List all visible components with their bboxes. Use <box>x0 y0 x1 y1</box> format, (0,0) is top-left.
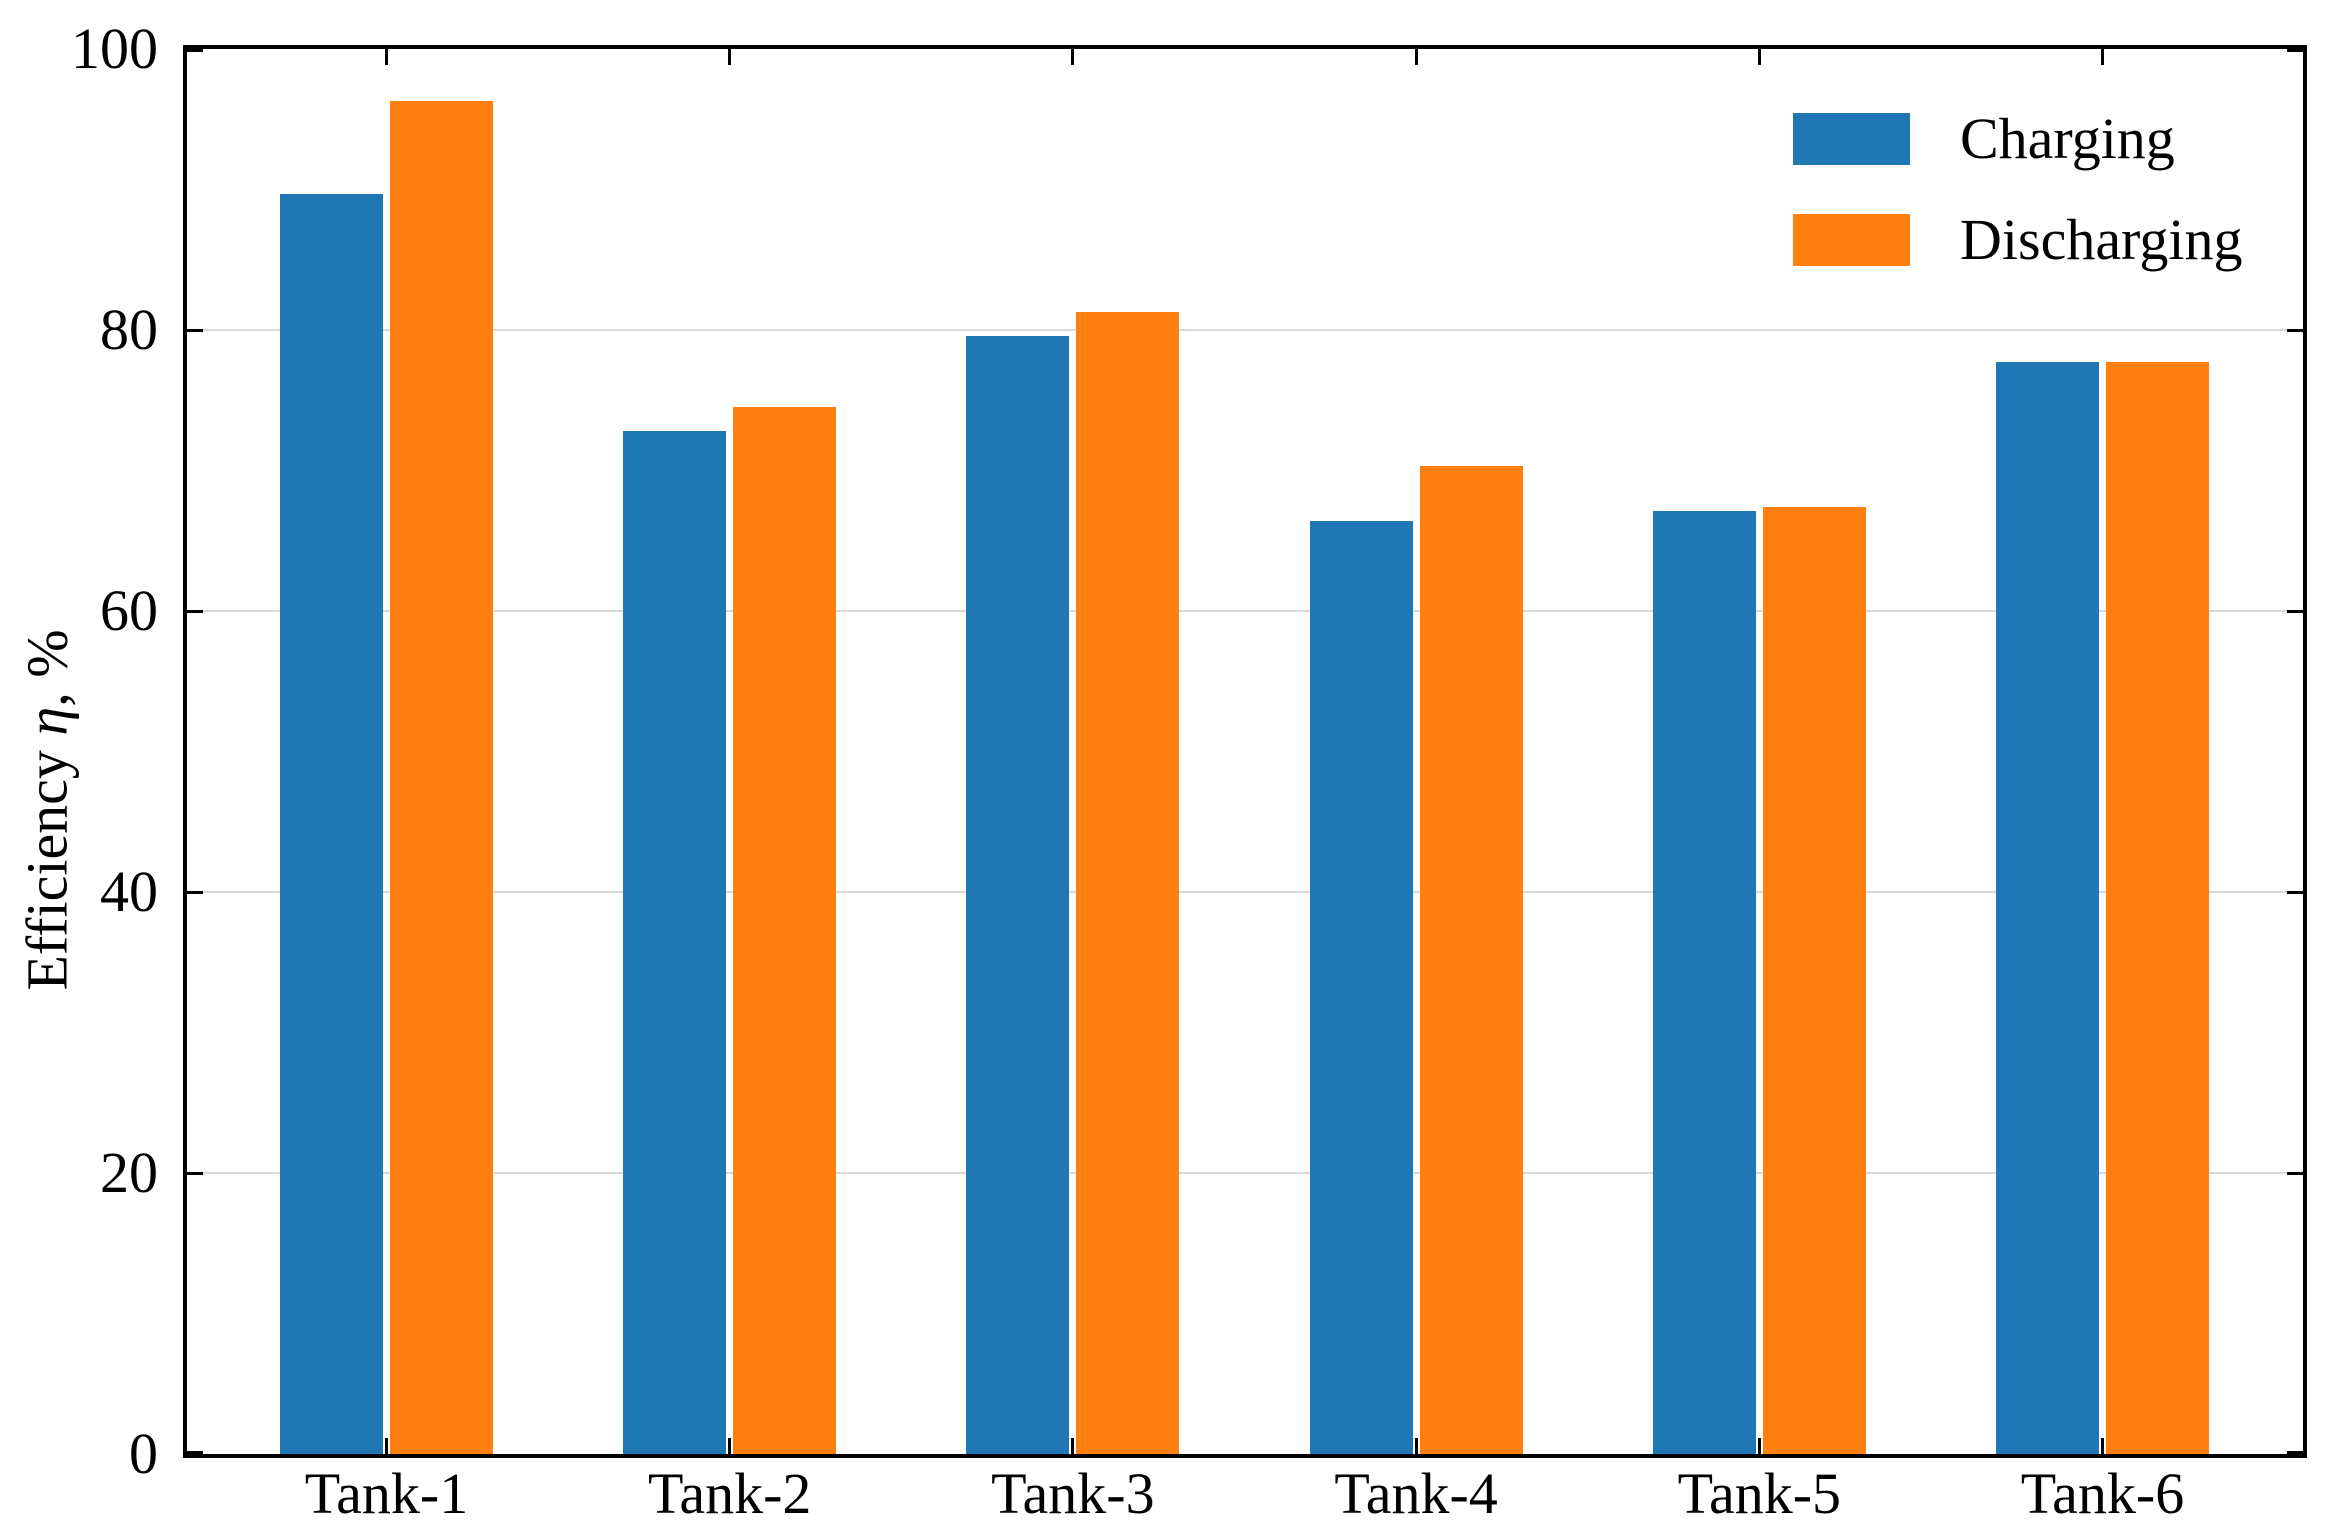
ytick-label-20: 20 <box>100 1140 158 1205</box>
xtick-label-tank-4: Tank-4 <box>1334 1461 1498 1526</box>
bar-charging-tank-1 <box>280 193 383 1454</box>
bar-discharging-tank-1 <box>390 101 493 1454</box>
xtick-bottom-tank-2 <box>728 1438 732 1454</box>
ytick-left-0 <box>187 1451 203 1454</box>
legend-item-discharging: Discharging <box>1793 207 2243 272</box>
charging-swatch-icon <box>1793 113 1910 165</box>
bar-discharging-tank-3 <box>1076 311 1180 1454</box>
legend: Charging Discharging <box>1793 106 2243 315</box>
bar-charging-tank-6 <box>1996 362 2099 1454</box>
xtick-label-tank-3: Tank-3 <box>991 1461 1155 1526</box>
ytick-label-0: 0 <box>129 1421 158 1486</box>
xtick-label-tank-5: Tank-5 <box>1677 1461 1842 1526</box>
xtick-label-tank-2: Tank-2 <box>647 1461 812 1526</box>
xtick-top-tank-6 <box>2101 49 2104 65</box>
xtick-top-tank-5 <box>1757 49 1761 65</box>
bar-charging-tank-3 <box>966 335 1070 1454</box>
ytick-right-0 <box>2287 1451 2303 1454</box>
gridline-60 <box>187 610 2303 612</box>
ytick-right-20 <box>2287 1171 2303 1175</box>
bar-charging-tank-5 <box>1652 511 1756 1454</box>
legend-item-charging: Charging <box>1793 106 2242 171</box>
xtick-bottom-tank-6 <box>2101 1438 2104 1454</box>
ytick-label-100: 100 <box>71 16 158 81</box>
gridline-40 <box>187 891 2303 893</box>
bar-charging-tank-2 <box>623 431 727 1454</box>
ytick-label-60: 60 <box>100 578 158 643</box>
xtick-bottom-tank-4 <box>1414 1438 1418 1454</box>
ytick-label-40: 40 <box>100 859 158 924</box>
ytick-right-40 <box>2287 890 2303 894</box>
plot-area <box>183 45 2307 1458</box>
y-axis-label: Efficiency η, % <box>14 629 81 990</box>
eta-symbol: η <box>14 706 80 736</box>
xtick-bottom-tank-1 <box>385 1438 388 1454</box>
ytick-label-80: 80 <box>100 297 158 362</box>
xtick-top-tank-3 <box>1071 49 1075 65</box>
bar-discharging-tank-4 <box>1419 466 1523 1454</box>
ytick-right-60 <box>2287 609 2303 613</box>
xtick-label-tank-6: Tank-6 <box>2020 1461 2185 1526</box>
ytick-right-80 <box>2287 328 2303 332</box>
bar-discharging-tank-6 <box>2106 362 2209 1454</box>
discharging-swatch-icon <box>1793 214 1910 266</box>
bar-charging-tank-4 <box>1309 521 1413 1454</box>
bar-discharging-tank-5 <box>1762 507 1866 1454</box>
ytick-left-40 <box>187 890 203 894</box>
bar-discharging-tank-2 <box>733 407 837 1454</box>
gridline-80 <box>187 329 2303 331</box>
ytick-left-100 <box>187 49 203 52</box>
gridline-20 <box>187 1172 2303 1174</box>
xtick-top-tank-4 <box>1414 49 1418 65</box>
legend-label-discharging: Discharging <box>1960 207 2243 272</box>
xtick-top-tank-2 <box>728 49 732 65</box>
xtick-top-tank-1 <box>385 49 388 65</box>
ytick-left-20 <box>187 1171 203 1175</box>
xtick-bottom-tank-5 <box>1757 1438 1761 1454</box>
xtick-bottom-tank-3 <box>1071 1438 1075 1454</box>
xtick-label-tank-1: Tank-1 <box>304 1461 469 1526</box>
ytick-left-60 <box>187 609 203 613</box>
ytick-right-100 <box>2287 49 2303 52</box>
legend-label-charging: Charging <box>1960 106 2175 171</box>
ytick-left-80 <box>187 328 203 332</box>
